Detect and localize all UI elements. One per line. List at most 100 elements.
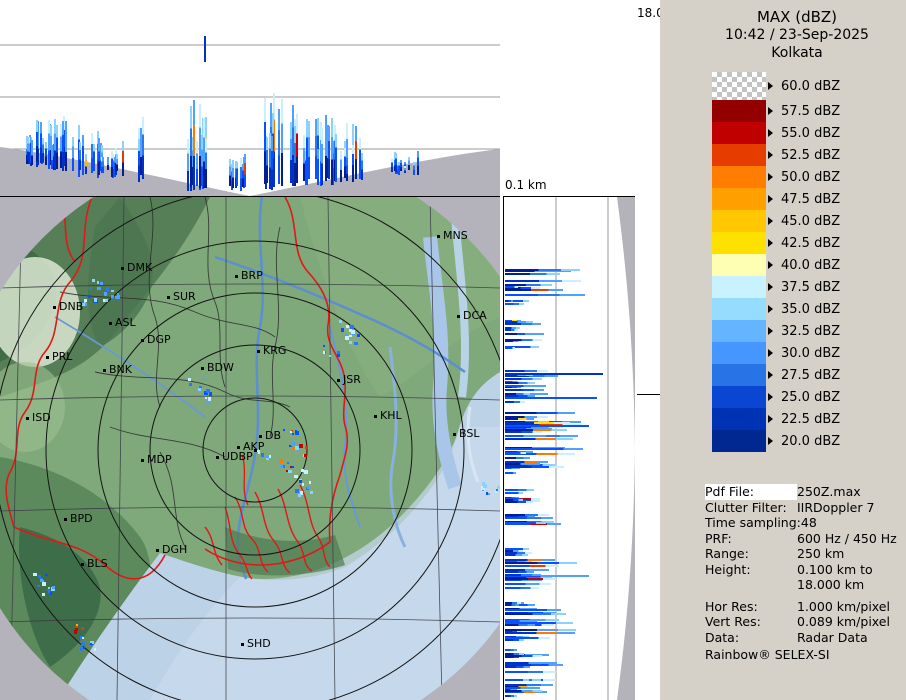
legend-tick-arrow-icon [768,305,778,313]
city-dot [257,350,260,353]
meta-label: Height: [705,562,797,578]
legend-dbz-label: 47.5 dBZ [781,192,840,207]
legend-row: 25.0 dBZ [660,386,906,408]
city-dot [437,235,440,238]
meta-value: 18.000 km [797,577,864,593]
legend-row: 50.0 dBZ [660,166,906,188]
rainbow-footer: Rainbow® SELEX-SI [705,647,830,662]
side-echo-layer [504,197,635,700]
legend-row: 42.5 dBZ [660,232,906,254]
city-label: DGH [162,543,187,556]
meta-row: 18.000 km [705,577,902,593]
city-label: DNB [59,300,83,313]
legend-row: 30.0 dBZ [660,342,906,364]
top-projection-panel [0,0,500,196]
product-datetime: 10:42 / 23-Sep-2025 [688,26,906,44]
meta-value: 250Z.max [797,484,861,500]
city-label: SUR [173,290,196,303]
meta-value: 1.000 km/pixel [797,599,890,615]
city-label: BNK [109,363,132,376]
meta-value: 250 km [797,546,844,562]
meta-row: Vert Res: 0.089 km/pixel [705,614,902,630]
city-dot [241,643,244,646]
legend-color-swatch [712,210,766,232]
legend-row: 55.0 dBZ [660,122,906,144]
legend-color-swatch [712,298,766,320]
legend-tick-arrow-icon [768,393,778,401]
legend-row: 47.5 dBZ [660,188,906,210]
meta-label: Clutter Filter: [705,500,797,516]
city-label: JSR [343,373,361,386]
legend-tick-arrow-icon [768,415,778,423]
legend-color-swatch [712,100,766,122]
legend-tick-arrow-icon [768,437,778,445]
legend-row: 45.0 dBZ [660,210,906,232]
station-name: Kolkata [688,44,906,62]
meta-value: 0.089 km/pixel [797,614,890,630]
legend-color-swatch [712,430,766,452]
meta-label: PRF: [705,531,797,547]
city-label: DB [265,429,281,442]
legend-tick-arrow-icon [768,371,778,379]
legend-tick-arrow-icon [768,349,778,357]
city-dot [109,322,112,325]
legend-title-block: MAX (dBZ) 10:42 / 23-Sep-2025 Kolkata [660,8,906,62]
legend-dbz-label: 45.0 dBZ [781,214,840,229]
legend-row: 32.5 dBZ [660,320,906,342]
city-label: KRG [263,344,286,357]
city-dot [81,563,84,566]
city-dot [53,306,56,309]
city-label: BSL [459,427,479,440]
radar-display: MNS DMK BRP SUR DNB DCA ASL DGP [0,0,906,700]
city-dot [216,456,219,459]
legend-color-swatch [712,276,766,298]
legend-row: 35.0 dBZ [660,298,906,320]
meta-value: 0.100 km to [797,562,873,578]
legend-dbz-label: 35.0 dBZ [781,302,840,317]
legend-row: 52.5 dBZ [660,144,906,166]
top-echo-layer [0,0,500,196]
legend-color-swatch [712,188,766,210]
city-label: ISD [32,411,51,424]
legend-color-swatch [712,320,766,342]
legend-color-swatch [712,254,766,276]
legend-color-swatch [712,166,766,188]
city-label: DGP [147,333,171,346]
city-label: PRL [52,350,72,363]
city-label: KHL [380,409,402,422]
meta-value: IIRDoppler 7 [797,500,874,516]
legend-color-swatch [712,408,766,430]
legend-dbz-label: 55.0 dBZ [781,126,840,141]
city-dot [457,315,460,318]
meta-row: Height: 0.100 km to [705,562,902,578]
dbz-color-scale: 60.0 dBZ 57.5 dBZ 55.0 dBZ 52.5 dBZ 50.0… [660,72,906,452]
meta-value: 600 Hz / 450 Hz [797,531,897,547]
legend-row: 57.5 dBZ [660,100,906,122]
meta-row: Data: Radar Data [705,630,902,646]
legend-dbz-label: 30.0 dBZ [781,346,840,361]
legend-dbz-label: 27.5 dBZ [781,368,840,383]
legend-tick-arrow-icon [768,261,778,269]
legend-panel: MAX (dBZ) 10:42 / 23-Sep-2025 Kolkata 60… [660,0,906,700]
legend-color-swatch [712,364,766,386]
meta-label [705,577,797,593]
city-label: ASL [115,316,136,329]
city-dot [167,296,170,299]
meta-label: Data: [705,630,797,646]
meta-row: Clutter Filter: IIRDoppler 7 [705,500,902,516]
legend-tick-arrow-icon [768,195,778,203]
legend-dbz-label: 37.5 dBZ [781,280,840,295]
city-label: DCA [463,309,487,322]
latitude-tick-23n [637,394,661,395]
legend-dbz-label: 32.5 dBZ [781,324,840,339]
legend-tick-arrow-icon [768,151,778,159]
city-label: BPD [70,512,93,525]
legend-row: 22.5 dBZ [660,408,906,430]
legend-row: 60.0 dBZ [660,72,906,100]
legend-tick-arrow-icon [768,107,778,115]
city-dot [201,367,204,370]
city-markers: MNS DMK BRP SUR DNB DCA ASL DGP [0,197,500,700]
legend-color-swatch [712,144,766,166]
city-dot [337,379,340,382]
meta-row: Pdf File: 250Z.max [705,484,902,500]
